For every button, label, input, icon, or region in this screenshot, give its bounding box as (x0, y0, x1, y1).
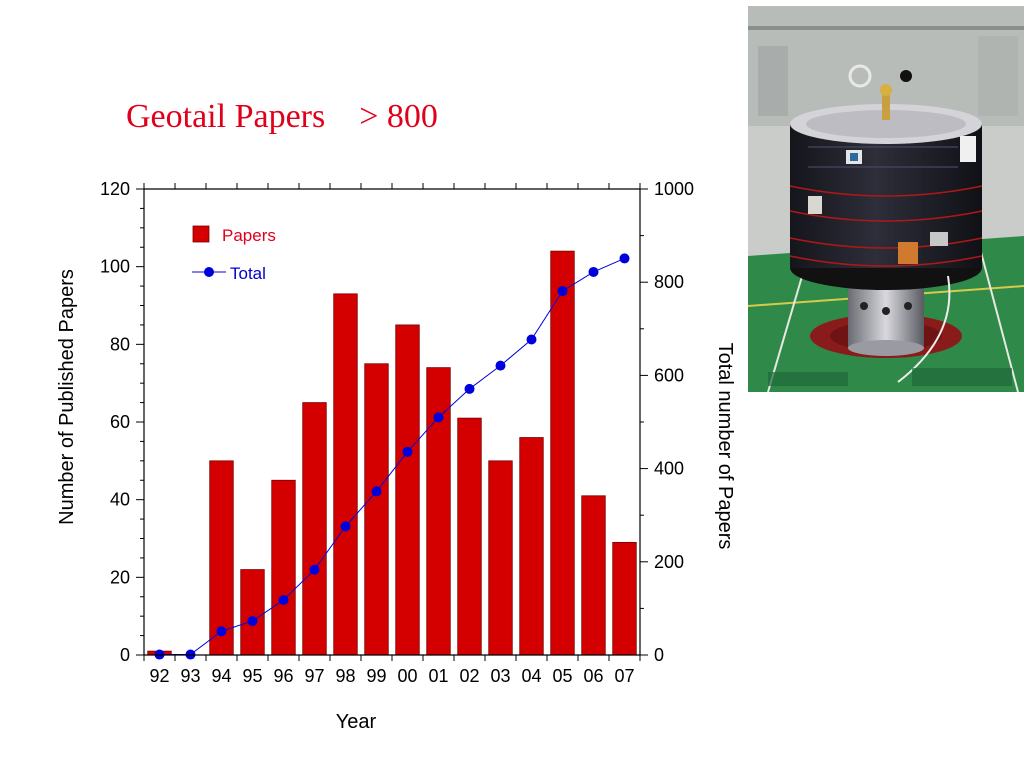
bars-layer (147, 250, 637, 656)
total-point-98 (340, 521, 351, 532)
x-tick-label: 02 (459, 666, 479, 686)
x-tick-label: 92 (149, 666, 169, 686)
total-point-94 (216, 626, 227, 637)
total-line-layer (154, 253, 630, 660)
total-point-03 (495, 360, 506, 371)
x-tick-label: 07 (614, 666, 634, 686)
total-point-05 (557, 286, 568, 297)
bar-96 (271, 479, 296, 656)
total-point-02 (464, 383, 475, 394)
x-tick-label: 01 (428, 666, 448, 686)
right-tick-label: 400 (654, 459, 684, 479)
bar-95 (240, 569, 265, 656)
right-tick-label: 0 (654, 645, 664, 665)
total-point-07 (619, 253, 630, 264)
bar-02 (457, 417, 482, 656)
axes-layer (136, 183, 648, 661)
bar-94 (209, 460, 234, 656)
x-tick-label: 97 (304, 666, 324, 686)
total-point-97 (309, 564, 320, 575)
x-tick-label: 98 (335, 666, 355, 686)
left-tick-label: 20 (110, 567, 130, 587)
x-tick-label: 94 (211, 666, 231, 686)
bar-01 (426, 367, 451, 656)
x-axis-title: Year (336, 711, 377, 733)
right-tick-label: 1000 (654, 179, 694, 199)
right-tick-label: 600 (654, 365, 684, 385)
total-point-00 (402, 446, 413, 457)
total-point-95 (247, 615, 258, 626)
x-tick-label: 96 (273, 666, 293, 686)
bar-99 (364, 363, 389, 656)
total-line (159, 257, 625, 656)
right-tick-label: 200 (654, 552, 684, 572)
y-axis-title: Number of Published Papers (56, 269, 78, 525)
bar-03 (488, 460, 513, 656)
x-tick-label: 03 (490, 666, 510, 686)
legend-total-marker (204, 267, 214, 277)
legend-total-label: Total (230, 264, 266, 283)
total-point-01 (433, 412, 444, 423)
legend: Papers Total (192, 225, 276, 283)
left-tick-label: 60 (110, 412, 130, 432)
x-tick-label: 93 (180, 666, 200, 686)
satellite-photo (748, 6, 1024, 392)
left-tick-label: 80 (110, 334, 130, 354)
right-tick-label: 800 (654, 272, 684, 292)
x-tick-label: 04 (521, 666, 541, 686)
satellite-photo-image (748, 6, 1024, 392)
total-point-04 (526, 334, 537, 345)
left-tick-label: 0 (120, 645, 130, 665)
bar-97 (302, 402, 327, 656)
left-tick-label: 100 (100, 257, 130, 277)
bar-04 (519, 437, 544, 656)
bar-05 (550, 250, 575, 656)
x-tick-label: 00 (397, 666, 417, 686)
total-point-96 (278, 595, 289, 606)
x-tick-label: 99 (366, 666, 386, 686)
legend-papers-swatch (192, 225, 210, 243)
x-tick-label: 06 (583, 666, 603, 686)
x-tick-label: 05 (552, 666, 572, 686)
total-point-06 (588, 266, 599, 277)
left-tick-label: 120 (100, 179, 130, 199)
bar-98 (333, 293, 358, 656)
left-tick-label: 40 (110, 490, 130, 510)
bar-07 (612, 541, 637, 656)
legend-papers-label: Papers (222, 226, 276, 245)
total-point-99 (371, 486, 382, 497)
slide-title: Geotail Papers > 800 (126, 98, 438, 135)
x-tick-label: 95 (242, 666, 262, 686)
bar-06 (581, 495, 606, 656)
bar-00 (395, 324, 420, 656)
y2-axis-title: Total number of Papers (714, 343, 736, 550)
